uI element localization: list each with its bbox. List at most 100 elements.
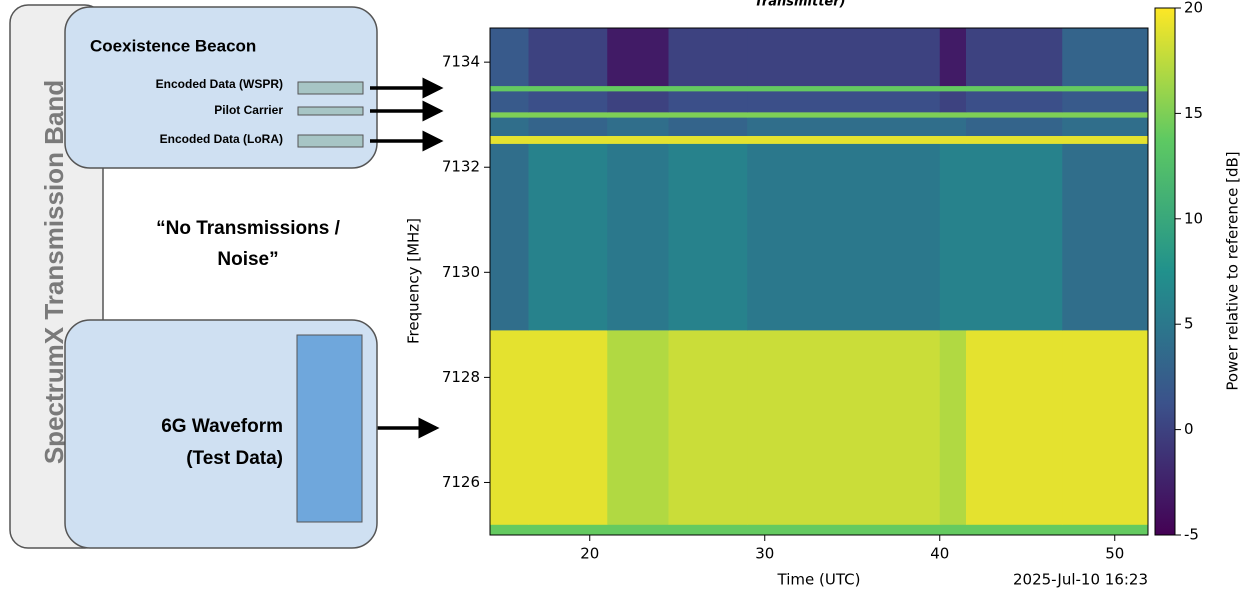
heat-cell [607,28,669,87]
heat-cell [668,91,748,113]
heat-cell [966,91,1063,113]
colorbar-tick-label: 5 [1184,315,1194,333]
heat-cell [966,28,1063,87]
chart-title: Transmitter) [754,0,845,10]
y-tick-label: 7126 [442,473,480,491]
heat-cell [490,143,529,331]
heat-cell [528,143,608,331]
noise-label: Noise” [217,249,278,270]
colorbar-tick-label: 0 [1184,420,1194,438]
heat-cell [939,135,967,144]
waveform-block [296,334,363,523]
colorbar-tick-label: 20 [1184,0,1203,17]
noise-label: “No Transmissions / [156,218,340,239]
waveform-label: 6G Waveform [161,416,283,437]
y-tick-label: 7130 [442,263,480,281]
heat-cell [1062,524,1149,536]
heat-cell [490,117,529,137]
x-tick-label: 20 [580,545,599,563]
heat-cell [966,524,1063,536]
heat-cell [607,112,669,118]
heat-cell [668,85,748,92]
heat-cell [1062,28,1149,87]
signal-label: Encoded Data (WSPR) [156,77,283,91]
heat-cell [607,91,669,113]
heat-cell [490,85,529,92]
signal-block [297,106,364,116]
heat-cell [528,28,608,87]
arrows [368,77,444,439]
heat-cell [528,330,608,525]
heat-cell [966,143,1063,331]
colorbar-tick-label: 10 [1184,209,1203,227]
heat-cell [747,135,941,144]
colorbar-tick-label: -5 [1184,526,1199,544]
heat-cell [1062,85,1149,92]
colorbar [1154,7,1176,536]
heat-cell [528,85,608,92]
heat-cell [490,28,529,87]
heat-cell [966,135,1063,144]
band-label: SpectrumX Transmission Band [39,80,69,464]
heat-cell [747,91,941,113]
heat-cell [747,117,941,137]
heat-cell [1062,330,1149,525]
heat-cell [1062,112,1149,118]
heat-cell [939,28,967,87]
x-tick-label: 40 [930,545,949,563]
y-tick-label: 7132 [442,158,480,176]
heat-cell [747,143,941,331]
heat-cell [528,117,608,137]
heat-cell [747,112,941,118]
x-axis-label: Time (UTC) [777,571,861,589]
colorbar-label: Power relative to reference [dB] [1224,151,1242,390]
heat-cell [490,91,529,113]
heat-cell [607,135,669,144]
heat-cell [668,524,748,536]
heat-cell [966,117,1063,137]
heat-cell [528,135,608,144]
heat-cell [528,91,608,113]
heat-cell [668,117,748,137]
heat-cell [668,112,748,118]
heat-cell [939,85,967,92]
colorbar-tick-label: 15 [1184,104,1203,122]
heat-cell [607,330,669,525]
heat-cell [668,143,748,331]
heat-cell [747,330,941,525]
plot-frame [489,27,1149,536]
heat-cell [607,524,669,536]
heat-cell [528,112,608,118]
heat-cell [490,112,529,118]
heat-cell [668,135,748,144]
heat-cell [966,330,1063,525]
plot [490,28,1149,536]
heat-cell [939,91,967,113]
annotation: 2025-Jul-10 16:23 [1013,571,1148,589]
heat-cell [490,524,529,536]
heat-cell [966,85,1063,92]
heat-cell [1062,143,1149,331]
x-tick-label: 50 [1105,545,1124,563]
waveform-label: (Test Data) [186,448,283,469]
heat-cell [607,143,669,331]
heat-cell [939,117,967,137]
heat-cell [607,117,669,137]
heat-cell [747,524,941,536]
heat-cell [939,330,967,525]
heat-cell [747,85,941,92]
heat-cell [528,524,608,536]
heat-cell [747,28,941,87]
beacon-title: Coexistence Beacon [90,36,256,55]
heat-cell [939,524,967,536]
heat-cell [490,330,529,525]
signal-label: Encoded Data (LoRA) [160,132,283,146]
y-tick-label: 7128 [442,368,480,386]
signal-block [297,134,364,148]
signal-block [297,81,364,95]
heat-cell [490,135,529,144]
heat-cell [939,143,967,331]
x-tick-label: 30 [755,545,774,563]
heat-cell [939,112,967,118]
